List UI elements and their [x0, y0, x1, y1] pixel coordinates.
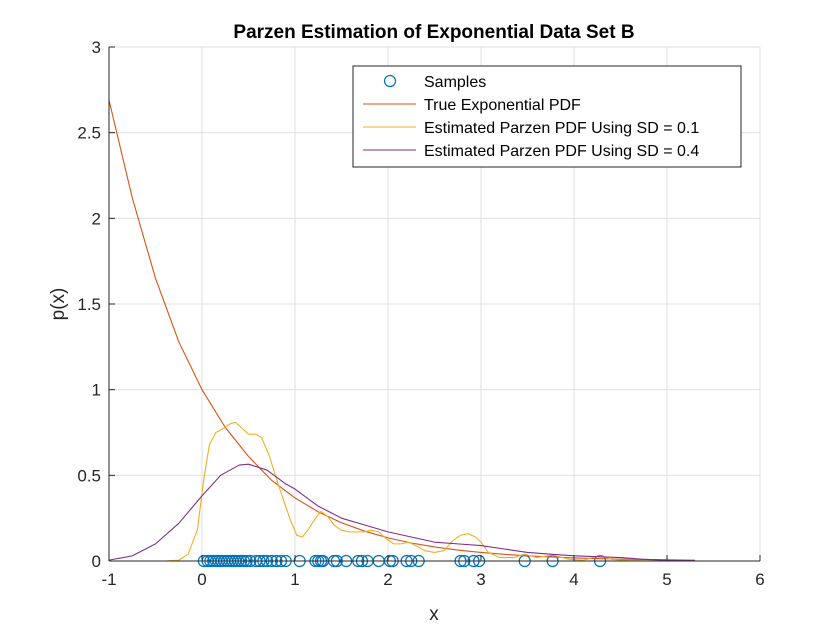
- legend: Samples True Exponential PDF Estimated Par…: [352, 65, 742, 168]
- y-tick-label: 1: [92, 381, 101, 400]
- x-tick-label: 3: [476, 570, 485, 589]
- x-tick-label: 0: [197, 570, 206, 589]
- legend-swatch-marker: [383, 74, 397, 88]
- ticks: -1 0 1 2 3 4 5 600.511.522.53: [77, 38, 764, 589]
- series-line-estimated-parzen-pdf-using-sd-0-4: [108, 463, 695, 562]
- y-axis-label: p(x): [48, 288, 69, 321]
- x-tick-label: 5: [662, 570, 671, 589]
- legend-entry-label: Samples: [424, 74, 486, 91]
- y-tick-label: 0.5: [77, 466, 101, 485]
- legend-entry-label: True Exponential PDF: [424, 97, 581, 114]
- y-tick-label: 2: [92, 209, 101, 228]
- y-tick-label: 1.5: [77, 295, 101, 314]
- series-line-estimated-parzen-pdf-using-sd-0-1: [109, 421, 668, 562]
- y-tick-label: 3: [92, 38, 101, 57]
- x-tick-label: 2: [383, 570, 392, 589]
- chart-title: Parzen Estimation of Exponential Data Se…: [233, 22, 634, 43]
- x-tick-label: 1: [290, 570, 299, 589]
- series-line-true-exponential-pdf: [108, 99, 695, 561]
- x-tick-label: -1: [101, 570, 116, 589]
- legend-entry-label: Estimated Parzen PDF Using SD = 0.4: [424, 143, 699, 160]
- y-tick-label: 0: [92, 552, 101, 571]
- x-tick-label: 6: [755, 570, 764, 589]
- x-axis-label: x: [429, 604, 439, 625]
- y-tick-label: 2.5: [77, 124, 101, 143]
- legend-entry-label: Estimated Parzen PDF Using SD = 0.1: [424, 120, 699, 137]
- legend-box: [352, 65, 742, 168]
- x-tick-label: 4: [569, 570, 578, 589]
